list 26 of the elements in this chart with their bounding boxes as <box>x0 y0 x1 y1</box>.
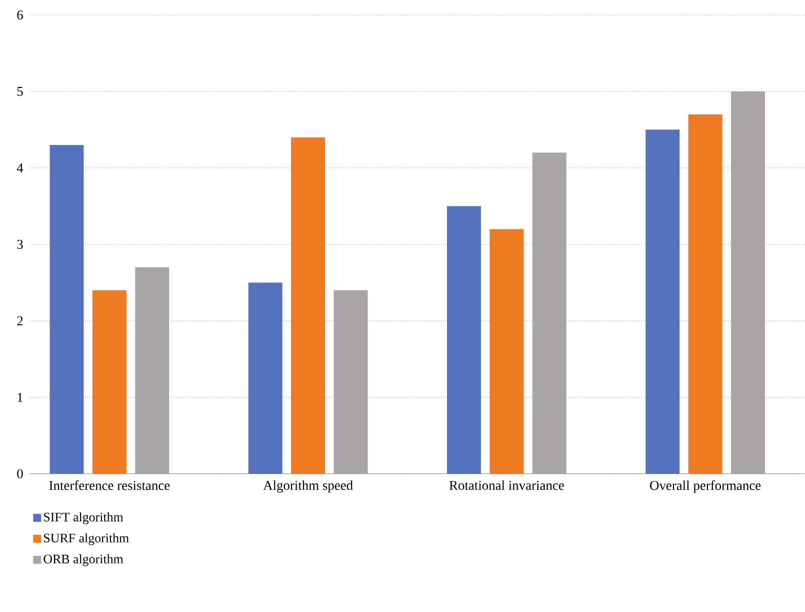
bar <box>646 130 680 474</box>
x-tick-label: Interference resistance <box>49 480 170 490</box>
bar <box>50 145 84 474</box>
legend-label: SURF algorithm <box>44 533 129 546</box>
y-tick-label: 5 <box>17 87 23 96</box>
x-tick-label: Algorithm speed <box>263 480 353 493</box>
legend-label: ORB algorithm <box>44 554 124 566</box>
y-tick-label: 2 <box>17 316 23 326</box>
bar <box>731 92 765 474</box>
bar <box>248 282 282 474</box>
legend-label: SIFT algorithm <box>44 512 124 524</box>
bar <box>334 290 368 474</box>
x-tick-label: Rotational invariance <box>449 480 564 490</box>
x-tick-label: Overall performance <box>650 480 761 493</box>
y-tick-label: 4 <box>16 164 24 172</box>
y-tick-label: 3 <box>17 240 23 250</box>
y-tick-label: 1 <box>18 393 23 402</box>
bar <box>92 290 126 474</box>
bar <box>532 152 566 474</box>
bar <box>291 137 326 474</box>
y-tick-label: 6 <box>17 10 23 20</box>
bar <box>688 114 722 474</box>
bar <box>135 267 170 474</box>
y-tick-label: 0 <box>17 469 23 478</box>
bar <box>446 206 481 474</box>
bar <box>490 229 524 474</box>
